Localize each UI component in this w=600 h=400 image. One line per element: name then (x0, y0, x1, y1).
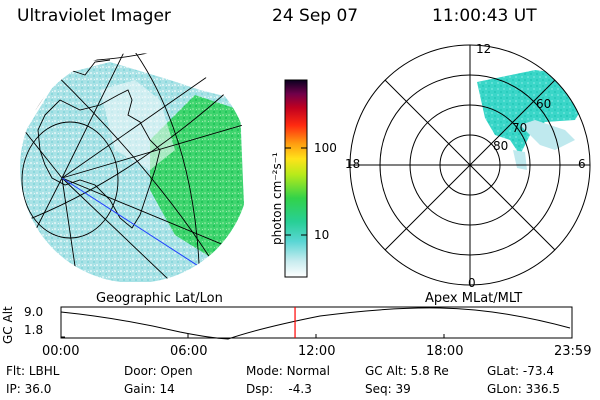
timeline-ylabel: GC Alt (1, 306, 15, 344)
polar-plot (349, 44, 591, 286)
door-value: Open (160, 364, 193, 378)
mlat-label-70: 70 (512, 121, 528, 135)
date-label: 24 Sep 07 (272, 6, 359, 26)
glat-info: GLat: -73.4 (487, 364, 554, 378)
colorbar-tick-10: 10 (314, 228, 330, 242)
altitude-timeline (60, 306, 573, 340)
gain-value: 14 (159, 382, 175, 396)
door-info: Door: Open (124, 364, 193, 378)
mode-value: Normal (286, 364, 330, 378)
seq-value: 39 (395, 382, 411, 396)
dsp-value: -4.3 (288, 382, 312, 396)
mlt-label-6: 6 (578, 157, 586, 171)
geographic-image (20, 53, 250, 283)
mlt-label-0: 0 (468, 276, 476, 290)
colorbar-unit-label: photon cm⁻²s⁻¹ (270, 152, 284, 245)
instrument-title: Ultraviolet Imager (17, 6, 171, 26)
mlat-label-60: 60 (536, 97, 552, 111)
colorbar (284, 79, 308, 278)
gcalt-value: 5.8 Re (410, 364, 449, 378)
time-label: 11:00:43 UT (432, 6, 537, 26)
filter-info: Flt: LBHL (6, 364, 60, 378)
dsp-info: Dsp: -4.3 (246, 382, 312, 396)
ip-info: IP: 36.0 (6, 382, 52, 396)
timeline-xtick-1800: 18:00 (426, 344, 464, 359)
glon-info: GLon: 336.5 (487, 382, 560, 396)
polar-caption: Apex MLat/MLT (425, 291, 523, 306)
glon-value: 336.5 (525, 382, 560, 396)
colorbar-tick-100: 100 (314, 141, 337, 155)
mlat-label-80: 80 (493, 139, 509, 153)
mlt-label-18: 18 (345, 157, 361, 171)
mode-info: Mode: Normal (246, 364, 330, 378)
timeline-xtick-0000: 00:00 (42, 344, 80, 359)
mlt-label-12: 12 (476, 42, 492, 56)
timeline-xtick-2359: 23:59 (554, 344, 592, 359)
glat-value: -73.4 (522, 364, 554, 378)
timeline-ytick-low: 1.8 (24, 323, 44, 337)
geographic-caption: Geographic Lat/Lon (96, 291, 223, 306)
seq-info: Seq: 39 (365, 382, 411, 396)
ip-value: 36.0 (24, 382, 52, 396)
gcalt-info: GC Alt: 5.8 Re (365, 364, 449, 378)
timeline-ytick-high: 9.0 (24, 305, 44, 319)
gain-info: Gain: 14 (124, 382, 175, 396)
filter-value: LBHL (28, 364, 60, 378)
timeline-xtick-0600: 06:00 (170, 344, 208, 359)
timeline-xtick-1200: 12:00 (298, 344, 336, 359)
